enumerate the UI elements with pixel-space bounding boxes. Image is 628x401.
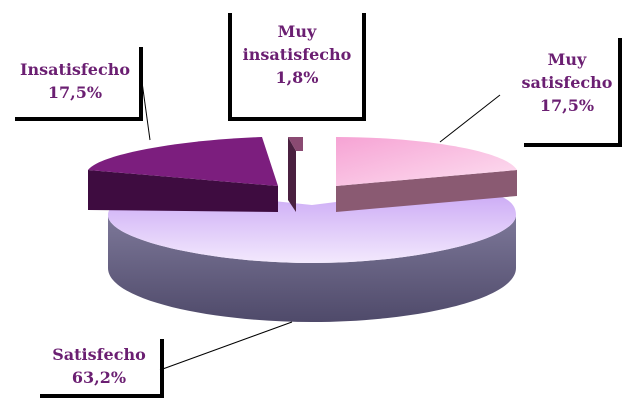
data-label-muy-insatisfecho: Muy insatisfecho 1,8% xyxy=(242,22,352,87)
slice-muy-satisfecho-side xyxy=(336,170,517,212)
data-label-muy-satisfecho: Muy satisfecho 17,5% xyxy=(521,50,613,115)
data-label-insatisfecho: Insatisfecho 17,5% xyxy=(19,60,131,102)
label-box-border xyxy=(228,13,232,121)
slice-muy-satisfecho xyxy=(336,137,517,186)
leader-line-insatisfecho xyxy=(141,81,151,141)
leader-line-satisfecho xyxy=(159,321,293,371)
label-box-border xyxy=(524,143,622,147)
slice-satisfecho-side xyxy=(108,215,516,322)
label-box-border xyxy=(228,117,366,121)
label-box-border xyxy=(160,339,164,398)
slice-muy-insatisfecho xyxy=(288,137,303,151)
leader-line-muy-satisfecho xyxy=(439,94,501,143)
label-box-border xyxy=(139,47,143,121)
slice-insatisfecho xyxy=(88,137,278,186)
label-box-border xyxy=(362,13,366,121)
label-box-border xyxy=(40,394,164,398)
label-box-border xyxy=(618,38,622,147)
label-box-border xyxy=(15,117,143,121)
slice-muy-insatisfecho-side xyxy=(288,137,296,212)
data-label-satisfecho: Satisfecho 63,2% xyxy=(52,345,146,387)
slice-insatisfecho-side xyxy=(88,170,278,212)
